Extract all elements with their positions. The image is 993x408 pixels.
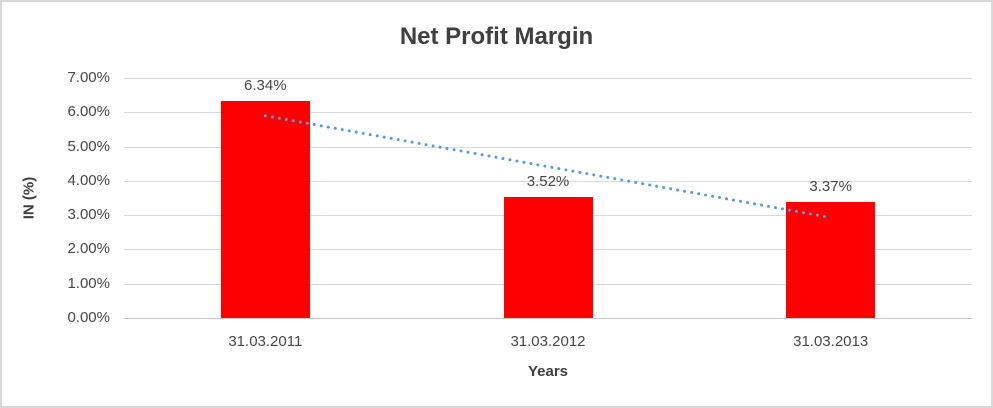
plot-area (124, 78, 972, 319)
y-tick-label: 0.00% (67, 309, 110, 326)
chart-title: Net Profit Margin (399, 23, 594, 50)
y-tick-label: 7.00% (67, 69, 110, 86)
y-tick-label: 2.00% (67, 240, 110, 258)
y-tick-label: 6.00% (67, 103, 110, 121)
bar-value-label: 6.34% (244, 76, 287, 94)
x-tick-label: 31.03.2011 (228, 333, 303, 350)
bar-value-label: 3.37% (809, 178, 852, 196)
y-tick-label: 5.00% (67, 137, 110, 155)
x-tick-label: 31.03.2013 (793, 333, 869, 350)
gridline (124, 78, 972, 79)
y-tick-label: 1.00% (67, 274, 110, 292)
x-axis-title: Years (527, 363, 569, 380)
y-tick-label: 3.00% (67, 206, 110, 224)
x-tick-label: 31.03.2012 (510, 333, 586, 350)
bar-31.03.2011 (220, 100, 310, 318)
bar-31.03.2013 (786, 202, 876, 318)
y-tick-label: 4.00% (67, 171, 110, 189)
bar-31.03.2012 (503, 197, 593, 318)
x-axis-line (124, 318, 972, 319)
gridline (124, 112, 972, 114)
bar-value-label: 3.52% (526, 173, 570, 191)
